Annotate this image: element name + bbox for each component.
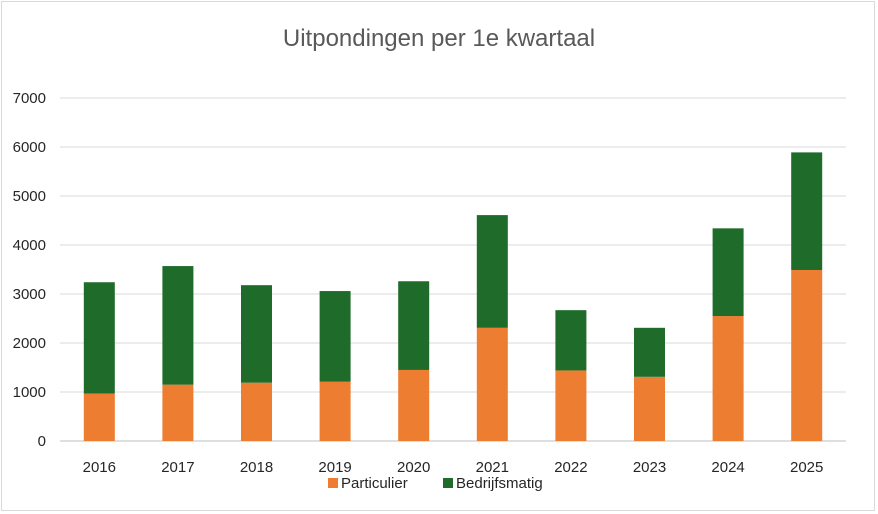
x-tick-label: 2021 — [476, 459, 509, 476]
y-tick-label: 3000 — [13, 286, 46, 303]
bar-particulier-2022 — [555, 370, 587, 441]
bar-particulier-2017 — [162, 384, 194, 441]
x-tick-label: 2016 — [83, 459, 116, 476]
bar-bedrijfsmatig-2024 — [712, 228, 744, 317]
bar-particulier-2016 — [83, 393, 115, 441]
y-tick-label: 1000 — [13, 384, 46, 401]
x-tick-label: 2022 — [554, 459, 587, 476]
x-tick-label: 2019 — [318, 459, 351, 476]
x-tick-label: 2023 — [633, 459, 666, 476]
bar-bedrijfsmatig-2019 — [319, 291, 351, 382]
bar-bedrijfsmatig-2017 — [162, 266, 194, 385]
bar-particulier-2025 — [791, 269, 823, 441]
y-tick-label: 7000 — [13, 90, 46, 107]
legend: Particulier Bedrijfsmatig — [328, 475, 543, 492]
y-tick-label: 5000 — [13, 188, 46, 205]
x-tick-label: 2018 — [240, 459, 273, 476]
bar-particulier-2020 — [398, 369, 430, 441]
legend-swatch-particulier — [328, 478, 338, 488]
bar-bedrijfsmatig-2022 — [555, 310, 587, 371]
x-tick-label: 2017 — [161, 459, 194, 476]
bar-bedrijfsmatig-2023 — [634, 327, 665, 377]
legend-swatch-bedrijfsmatig — [443, 478, 453, 488]
bar-bedrijfsmatig-2018 — [241, 285, 272, 383]
bar-particulier-2023 — [634, 376, 665, 441]
legend-label-bedrijfsmatig: Bedrijfsmatig — [456, 475, 543, 492]
legend-label-particulier: Particulier — [341, 475, 408, 492]
bar-particulier-2019 — [319, 381, 351, 441]
bar-bedrijfsmatig-2016 — [83, 282, 115, 394]
x-tick-label: 2020 — [397, 459, 430, 476]
bar-bedrijfsmatig-2025 — [791, 152, 823, 270]
y-tick-label: 6000 — [13, 139, 46, 156]
y-axis: 0 1000 2000 3000 4000 5000 6000 7000 — [13, 90, 46, 450]
bar-particulier-2024 — [712, 316, 744, 441]
x-tick-label: 2025 — [790, 459, 823, 476]
y-tick-label: 2000 — [13, 335, 46, 352]
bar-bedrijfsmatig-2021 — [476, 215, 508, 328]
y-tick-label: 0 — [38, 433, 46, 450]
chart-title: Uitpondingen per 1e kwartaal — [283, 25, 595, 52]
x-axis: 2016 2017 2018 2019 2020 2021 2022 2023 2024 2025 — [83, 459, 824, 476]
bar-bedrijfsmatig-2020 — [398, 281, 430, 370]
bars — [83, 152, 823, 441]
x-tick-label: 2024 — [711, 459, 744, 476]
y-tick-label: 4000 — [13, 237, 46, 254]
bar-particulier-2021 — [476, 327, 508, 441]
bar-particulier-2018 — [241, 382, 272, 441]
